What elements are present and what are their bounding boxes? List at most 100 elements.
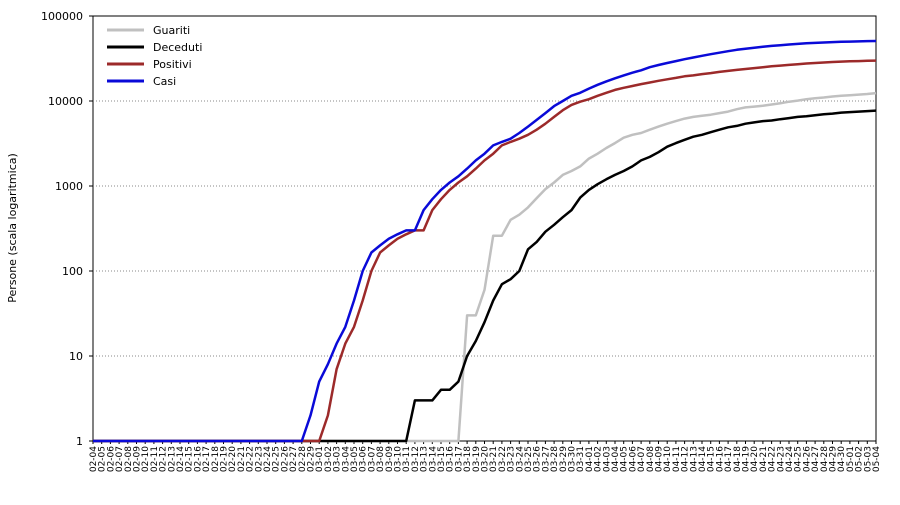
- y-tick-label: 10000: [48, 95, 83, 108]
- x-tick-label: 02-28: [298, 446, 308, 472]
- x-tick-label: 04-21: [759, 446, 769, 472]
- x-tick-label: 04-10: [663, 446, 673, 472]
- x-tick-label: 03-01: [315, 446, 325, 472]
- plot-area: [92, 15, 877, 442]
- legend-label: Guariti: [153, 24, 190, 37]
- y-axis-ticks: 1 10 100 1000 10000 100000: [41, 10, 93, 448]
- x-tick-label: 03-28: [550, 446, 560, 472]
- y-tick-label: 10: [69, 350, 83, 363]
- x-axis-ticks: 02-0402-0502-0602-0702-0802-0902-1002-11…: [89, 441, 882, 472]
- x-tick-label: 02-26: [280, 446, 290, 472]
- x-tick-label: 02-22: [246, 446, 256, 472]
- x-tick-label: 04-07: [637, 446, 647, 472]
- x-tick-label: 02-11: [150, 446, 160, 472]
- x-tick-label: 04-09: [655, 446, 665, 472]
- x-tick-label: 03-25: [524, 446, 534, 472]
- x-tick-label: 04-15: [707, 446, 717, 472]
- x-tick-label: 02-09: [133, 446, 143, 472]
- x-tick-label: 03-26: [533, 446, 543, 472]
- x-tick-label: 03-10: [394, 446, 404, 472]
- x-tick-label: 02-04: [89, 446, 99, 472]
- x-tick-label: 03-04: [341, 446, 351, 472]
- x-tick-label: 03-23: [507, 446, 517, 472]
- x-tick-label: 03-09: [385, 446, 395, 472]
- x-tick-label: 03-08: [376, 446, 386, 472]
- x-tick-label: 04-28: [820, 446, 830, 472]
- x-tick-label: 04-16: [715, 446, 725, 472]
- x-tick-label: 02-19: [220, 446, 230, 472]
- x-tick-label: 04-12: [681, 446, 691, 472]
- x-tick-label: 03-14: [428, 446, 438, 472]
- x-tick-label: 03-21: [489, 446, 499, 472]
- x-tick-label: 02-15: [185, 446, 195, 472]
- x-tick-label: 04-27: [811, 446, 821, 472]
- x-tick-label: 03-03: [333, 446, 343, 472]
- x-tick-label: 03-30: [568, 446, 578, 472]
- x-tick-label: 03-31: [576, 446, 586, 472]
- x-tick-label: 02-21: [237, 446, 247, 472]
- x-tick-label: 04-08: [646, 446, 656, 472]
- x-tick-label: 03-06: [359, 446, 369, 472]
- series-lines: [93, 39, 877, 443]
- x-tick-label: 02-25: [272, 446, 282, 472]
- x-tick-label: 03-12: [411, 446, 421, 472]
- x-tick-label: 04-05: [620, 446, 630, 472]
- x-tick-label: 04-23: [776, 446, 786, 472]
- x-tick-label: 04-25: [794, 446, 804, 472]
- x-tick-label: 02-10: [141, 446, 151, 472]
- x-tick-label: 04-24: [785, 446, 795, 472]
- x-tick-label: 05-03: [863, 446, 873, 472]
- x-tick-label: 03-22: [498, 446, 508, 472]
- y-axis-label: Persone (scala logaritmica): [6, 153, 19, 303]
- x-tick-label: 02-13: [167, 446, 177, 472]
- x-tick-label: 04-29: [829, 446, 839, 472]
- legend-label: Casi: [153, 75, 176, 88]
- x-tick-label: 02-12: [159, 446, 169, 472]
- x-tick-label: 02-27: [289, 446, 299, 472]
- x-tick-label: 03-29: [559, 446, 569, 472]
- x-tick-label: 02-08: [124, 446, 134, 472]
- x-tick-label: 04-03: [602, 446, 612, 472]
- x-tick-label: 04-19: [742, 446, 752, 472]
- x-tick-label: 02-14: [176, 446, 186, 472]
- x-tick-label: 04-26: [802, 446, 812, 472]
- x-tick-label: 04-01: [585, 446, 595, 472]
- x-tick-label: 04-11: [672, 446, 682, 472]
- x-tick-label: 02-24: [263, 446, 273, 472]
- x-tick-label: 04-04: [611, 446, 621, 472]
- x-tick-label: 02-23: [254, 446, 264, 472]
- x-tick-label: 03-11: [402, 446, 412, 472]
- legend-label: Positivi: [153, 58, 192, 71]
- x-tick-label: 03-24: [515, 446, 525, 472]
- x-tick-label: 04-06: [628, 446, 638, 472]
- x-tick-label: 03-07: [367, 446, 377, 472]
- x-tick-label: 04-30: [837, 446, 847, 472]
- x-tick-label: 05-04: [872, 446, 882, 472]
- x-tick-label: 04-17: [724, 446, 734, 472]
- legend: Guariti Deceduti Positivi Casi: [107, 24, 202, 88]
- x-tick-label: 03-19: [472, 446, 482, 472]
- x-tick-label: 05-02: [855, 446, 865, 472]
- x-tick-label: 03-02: [324, 446, 334, 472]
- y-tick-label: 100: [62, 265, 83, 278]
- x-tick-label: 03-16: [446, 446, 456, 472]
- x-tick-label: 02-18: [211, 446, 221, 472]
- y-tick-label: 100000: [41, 10, 83, 23]
- series-line-casi: [93, 39, 877, 443]
- x-tick-label: 04-22: [768, 446, 778, 472]
- x-tick-label: 03-27: [541, 446, 551, 472]
- y-tick-label: 1: [76, 435, 83, 448]
- legend-label: Deceduti: [153, 41, 202, 54]
- x-tick-label: 04-14: [698, 446, 708, 472]
- x-tick-label: 02-20: [228, 446, 238, 472]
- x-tick-label: 02-17: [202, 446, 212, 472]
- x-tick-label: 02-16: [193, 446, 203, 472]
- x-tick-label: 03-20: [481, 446, 491, 472]
- x-tick-label: 03-15: [437, 446, 447, 472]
- x-tick-label: 04-13: [689, 446, 699, 472]
- x-tick-label: 05-01: [846, 446, 856, 472]
- x-tick-label: 02-05: [98, 446, 108, 472]
- x-tick-label: 02-29: [307, 446, 317, 472]
